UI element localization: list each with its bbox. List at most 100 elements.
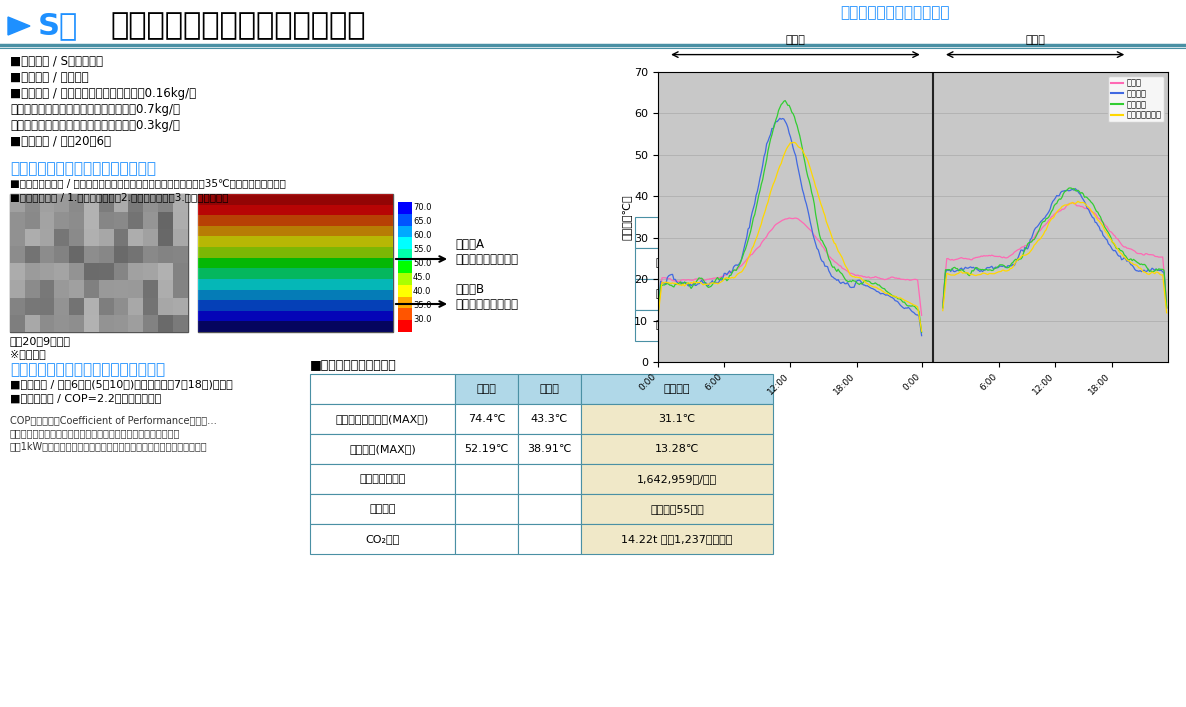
FancyBboxPatch shape: [9, 315, 25, 332]
FancyBboxPatch shape: [310, 464, 455, 494]
FancyBboxPatch shape: [9, 298, 25, 315]
FancyBboxPatch shape: [39, 194, 55, 211]
FancyBboxPatch shape: [173, 281, 187, 298]
FancyBboxPatch shape: [695, 279, 757, 310]
FancyBboxPatch shape: [518, 404, 581, 434]
Text: 電気料金節減額: 電気料金節減額: [359, 474, 406, 484]
Polygon shape: [8, 17, 30, 35]
FancyBboxPatch shape: [173, 194, 187, 211]
Text: 室内温度(MAX時): 室内温度(MAX時): [349, 444, 416, 454]
FancyBboxPatch shape: [398, 250, 412, 261]
FancyBboxPatch shape: [198, 247, 393, 257]
FancyBboxPatch shape: [55, 315, 69, 332]
Text: 13.28℃: 13.28℃: [655, 444, 700, 454]
Text: CO₂換算: CO₂換算: [365, 534, 400, 544]
Text: 65.0: 65.0: [413, 216, 432, 226]
FancyBboxPatch shape: [55, 263, 69, 281]
FancyBboxPatch shape: [173, 315, 187, 332]
FancyBboxPatch shape: [695, 217, 757, 248]
Text: 屋根裏空間温度: 屋根裏空間温度: [911, 228, 955, 238]
FancyBboxPatch shape: [98, 315, 114, 332]
Y-axis label: 温　度（℃）: 温 度（℃）: [621, 194, 631, 240]
FancyBboxPatch shape: [398, 308, 412, 320]
Text: COP（成績係数Coefficient of Performance）とは…: COP（成績係数Coefficient of Performance）とは…: [9, 415, 217, 425]
Text: 遮熱効果: 遮熱効果: [664, 384, 690, 394]
FancyBboxPatch shape: [144, 229, 158, 246]
FancyBboxPatch shape: [25, 298, 39, 315]
FancyBboxPatch shape: [114, 263, 128, 281]
Text: 14.22t 樹木1,237本に相当: 14.22t 樹木1,237本に相当: [621, 534, 733, 544]
Text: 55.0: 55.0: [413, 245, 432, 254]
FancyBboxPatch shape: [822, 279, 887, 310]
FancyBboxPatch shape: [128, 211, 144, 229]
Text: 50.0: 50.0: [413, 259, 432, 267]
FancyBboxPatch shape: [455, 374, 518, 404]
FancyBboxPatch shape: [158, 263, 173, 281]
FancyBboxPatch shape: [9, 194, 25, 211]
FancyBboxPatch shape: [398, 226, 412, 238]
FancyBboxPatch shape: [158, 281, 173, 298]
FancyBboxPatch shape: [128, 281, 144, 298]
Text: 52.5℃: 52.5℃: [914, 259, 951, 269]
FancyBboxPatch shape: [198, 300, 393, 311]
FancyBboxPatch shape: [518, 434, 581, 464]
FancyBboxPatch shape: [310, 404, 455, 434]
FancyBboxPatch shape: [84, 229, 98, 246]
FancyBboxPatch shape: [9, 281, 25, 298]
Text: 38.4℃: 38.4℃: [914, 289, 951, 300]
Text: ■気象条件 / 夏期6ヶ月(5〜10月)、日照時間（7〜18時)の平均: ■気象条件 / 夏期6ヶ月(5〜10月)、日照時間（7〜18時)の平均: [9, 379, 232, 389]
FancyBboxPatch shape: [398, 214, 412, 226]
Text: 研究棟B
断熱コート施工なし: 研究棟B 断熱コート施工なし: [455, 283, 518, 311]
FancyBboxPatch shape: [455, 524, 518, 554]
FancyBboxPatch shape: [581, 464, 773, 494]
FancyBboxPatch shape: [455, 464, 518, 494]
FancyBboxPatch shape: [9, 246, 25, 263]
Text: -20.2℃: -20.2℃: [834, 320, 875, 330]
FancyBboxPatch shape: [173, 211, 187, 229]
FancyBboxPatch shape: [198, 226, 393, 236]
FancyBboxPatch shape: [39, 246, 55, 263]
Text: ■施工概要 / 折板屋根: ■施工概要 / 折板屋根: [9, 71, 89, 84]
FancyBboxPatch shape: [69, 298, 84, 315]
FancyBboxPatch shape: [887, 279, 978, 310]
FancyBboxPatch shape: [158, 298, 173, 315]
FancyBboxPatch shape: [635, 217, 695, 248]
FancyBboxPatch shape: [635, 279, 695, 310]
FancyBboxPatch shape: [25, 229, 39, 246]
Text: 電力1kWあたり、どれだけの冷房・暖房効果が得られるかを示す指標。: 電力1kWあたり、どれだけの冷房・暖房効果が得られるかを示す指標。: [9, 441, 208, 451]
Text: ■仕　　様 / 遮熱サビ止めプライマー　0.16kg/㎡: ■仕 様 / 遮熱サビ止めプライマー 0.16kg/㎡: [9, 87, 196, 100]
Text: 41.4℃: 41.4℃: [771, 289, 808, 300]
Text: ■電力量換算 / COP=2.2の空調機を想定: ■電力量換算 / COP=2.2の空調機を想定: [9, 393, 161, 403]
FancyBboxPatch shape: [198, 290, 393, 300]
FancyBboxPatch shape: [144, 246, 158, 263]
FancyBboxPatch shape: [398, 202, 412, 214]
FancyBboxPatch shape: [310, 494, 455, 524]
FancyBboxPatch shape: [822, 310, 887, 341]
FancyBboxPatch shape: [581, 494, 773, 524]
FancyBboxPatch shape: [158, 315, 173, 332]
FancyBboxPatch shape: [98, 298, 114, 315]
FancyBboxPatch shape: [84, 281, 98, 298]
FancyBboxPatch shape: [398, 261, 412, 273]
FancyBboxPatch shape: [144, 315, 158, 332]
FancyBboxPatch shape: [144, 263, 158, 281]
FancyBboxPatch shape: [114, 315, 128, 332]
FancyBboxPatch shape: [518, 524, 581, 554]
FancyBboxPatch shape: [144, 281, 158, 298]
FancyBboxPatch shape: [69, 246, 84, 263]
Text: -14.1℃: -14.1℃: [912, 320, 954, 330]
FancyBboxPatch shape: [518, 374, 581, 404]
Text: 60.5℃: 60.5℃: [836, 259, 873, 269]
Text: ※可視画像: ※可視画像: [9, 349, 46, 359]
FancyBboxPatch shape: [55, 194, 69, 211]
FancyBboxPatch shape: [39, 229, 55, 246]
Text: -15.4℃: -15.4℃: [769, 320, 810, 330]
Text: ■シミュレーション結果: ■シミュレーション結果: [310, 359, 397, 372]
FancyBboxPatch shape: [114, 298, 128, 315]
Text: 温度差: 温度差: [655, 320, 675, 330]
Text: 施工後: 施工後: [655, 289, 675, 300]
FancyBboxPatch shape: [98, 281, 114, 298]
Text: 35.9℃: 35.9℃: [707, 289, 745, 300]
FancyBboxPatch shape: [128, 229, 144, 246]
FancyBboxPatch shape: [198, 194, 393, 332]
